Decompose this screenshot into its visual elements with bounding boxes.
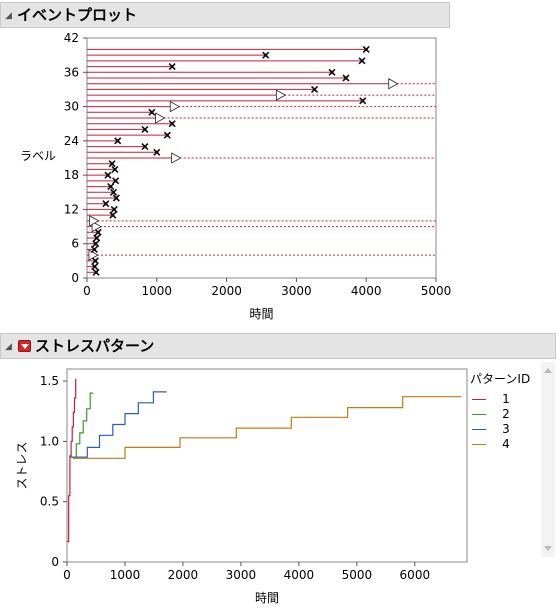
legend-label: 3 — [502, 422, 510, 436]
failure-marker-dot — [344, 76, 348, 80]
failure-marker-dot — [264, 53, 268, 57]
failure-marker-dot — [96, 230, 100, 234]
y-tick-label: 36 — [64, 65, 79, 79]
legend-label: 4 — [502, 437, 510, 451]
stress-pattern-chart: 0 1000 2000 3000 4000 5000 6000 0 0.5 1.0 1.5 時間 ストレ… — [15, 368, 468, 605]
x-tick-label: 1000 — [142, 284, 173, 298]
legend-scrollbar[interactable] — [541, 362, 555, 557]
failure-marker-dot — [143, 144, 147, 149]
y-tick-label: 30 — [64, 100, 79, 114]
scroll-down-arrow-icon[interactable] — [544, 546, 552, 551]
censored-marker — [388, 78, 399, 90]
legend-title: パターンID — [470, 372, 531, 386]
failure-marker-dot — [104, 202, 108, 206]
censored-marker — [169, 100, 181, 113]
x-tick-label: 3000 — [281, 284, 312, 298]
x-axis-label: 時間 — [249, 307, 273, 321]
failure-marker-dot — [116, 139, 120, 143]
legend-label: 2 — [502, 407, 510, 421]
scroll-up-arrow-icon[interactable] — [544, 368, 552, 373]
x-tick-label: 4000 — [351, 284, 382, 298]
censored-marker — [155, 112, 166, 124]
failure-marker-dot — [92, 247, 96, 252]
failure-marker-dot — [95, 236, 99, 240]
failure-marker-dot — [360, 59, 364, 63]
failure-marker-dot — [111, 190, 116, 194]
series-line-4 — [72, 396, 462, 459]
legend-line-1 — [472, 399, 486, 400]
censored-marker — [89, 215, 100, 227]
y-tick-label: 12 — [64, 202, 79, 216]
disclosure-triangle-icon[interactable]: ◢ — [5, 11, 12, 21]
x-tick-label: 6000 — [400, 568, 431, 582]
y-tick-label: 0 — [51, 555, 59, 569]
failure-marker-dot — [109, 184, 113, 189]
failure-marker-dot — [170, 122, 174, 126]
failure-marker-dot — [110, 162, 114, 166]
y-tick-label: 42 — [64, 31, 79, 45]
y-tick-label: 6 — [71, 237, 79, 251]
failure-marker-dot — [94, 242, 98, 246]
legend-line-4 — [472, 444, 486, 445]
failure-marker-dot — [165, 133, 169, 137]
x-tick-label: 0 — [83, 284, 91, 298]
y-tick-label: 0.5 — [40, 495, 59, 509]
failure-marker-dot — [312, 87, 317, 92]
legend-item: 1 — [472, 392, 526, 406]
censored-marker — [171, 152, 182, 164]
legend-item: 3 — [472, 422, 526, 436]
series-line-3 — [71, 391, 167, 458]
failure-marker-dot — [112, 207, 116, 212]
y-tick-label: 1.5 — [40, 374, 59, 388]
failure-marker-dot — [111, 213, 115, 217]
stress-pattern-header: ◢ ストレスパターン — [0, 333, 556, 359]
plot-frame — [66, 368, 468, 563]
y-axis-label: ラベル — [20, 149, 56, 163]
censored-marker — [88, 249, 99, 261]
failure-marker-dot — [106, 173, 110, 177]
x-tick-label: 4000 — [284, 568, 315, 582]
y-tick-label: 0 — [71, 271, 79, 285]
failure-marker-dot — [361, 99, 365, 103]
censored-marker — [275, 89, 287, 101]
failure-marker-dot — [114, 179, 118, 183]
failure-marker-dot — [150, 110, 154, 114]
series-line-1 — [67, 378, 77, 543]
y-tick-label: 18 — [64, 168, 79, 182]
x-tick-label: 0 — [63, 568, 71, 582]
x-tick-label: 1000 — [110, 568, 141, 582]
legend-item: 4 — [472, 437, 526, 451]
event-plot-title: イベントプロット — [17, 6, 138, 24]
disclosure-triangle-icon[interactable]: ◢ — [5, 342, 12, 352]
failure-marker-dot — [113, 167, 117, 172]
event-plot-header: ◢ イベントプロット — [0, 2, 450, 28]
x-tick-label: 2000 — [168, 568, 199, 582]
x-tick-label: 5000 — [421, 284, 452, 298]
stress-pattern-title: ストレスパターン — [35, 337, 155, 355]
failure-marker-dot — [93, 264, 97, 269]
x-tick-label: 2000 — [211, 284, 242, 298]
failure-marker-dot — [155, 150, 159, 154]
failure-marker-dot — [93, 259, 97, 263]
legend-line-2 — [472, 414, 486, 415]
failure-marker-dot — [364, 47, 368, 52]
y-axis-label: ストレス — [15, 441, 29, 489]
failure-marker-dot — [143, 127, 147, 132]
red-triangle-menu-icon[interactable] — [18, 340, 31, 352]
legend-item: 2 — [472, 407, 526, 421]
failure-marker-dot — [114, 196, 118, 200]
x-tick-label: 5000 — [342, 568, 373, 582]
legend-line-3 — [472, 429, 486, 430]
event-plot-chart: 0 1000 2000 3000 4000 5000 0 6 12 18 24 30 36 42 時間 ラベル — [20, 31, 452, 321]
x-tick-label: 3000 — [226, 568, 257, 582]
legend-label: 1 — [502, 392, 510, 406]
censored-marker — [91, 220, 102, 233]
failure-marker-dot — [94, 270, 98, 274]
failure-marker-dot — [170, 64, 174, 69]
y-tick-label: 1.0 — [40, 434, 59, 448]
x-axis-label: 時間 — [255, 591, 279, 605]
failure-marker-dot — [330, 70, 334, 74]
y-tick-label: 24 — [64, 134, 79, 148]
series-line-2 — [70, 392, 94, 458]
